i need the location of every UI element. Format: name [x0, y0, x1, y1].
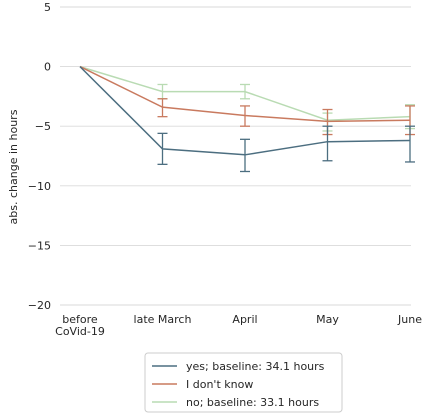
x-axis: before CoVid-19 late March April May June — [55, 313, 422, 338]
legend-label: no; baseline: 33.1 hours — [186, 396, 319, 409]
y-axis-label: abs. change in hours — [7, 109, 20, 224]
x-tick-label: June — [397, 313, 422, 326]
legend-label: yes; baseline: 34.1 hours — [186, 360, 325, 373]
x-tick-label: May — [316, 313, 339, 326]
series-i-don-t-know — [79, 65, 415, 136]
y-axis: 5 0 −5 −10 −15 −20 — [28, 1, 51, 312]
legend-frame — [144, 352, 343, 413]
x-tick-label: before CoVid-19 — [55, 313, 105, 338]
y-tick-label: −10 — [28, 180, 51, 193]
legend: yes; baseline: 34.1 hours I don't know no;… — [144, 352, 343, 413]
series-layer — [79, 65, 415, 173]
y-tick-label: −15 — [28, 239, 51, 252]
y-tick-label: 5 — [44, 1, 51, 14]
y-tick-label: 0 — [44, 61, 51, 74]
x-tick-label: late March — [134, 313, 192, 326]
series-yes — [79, 66, 415, 173]
grid — [60, 6, 411, 306]
x-tick-label: April — [232, 313, 257, 326]
y-tick-label: −20 — [28, 299, 51, 312]
y-tick-label: −5 — [35, 120, 51, 133]
legend-label: I don't know — [186, 378, 253, 391]
